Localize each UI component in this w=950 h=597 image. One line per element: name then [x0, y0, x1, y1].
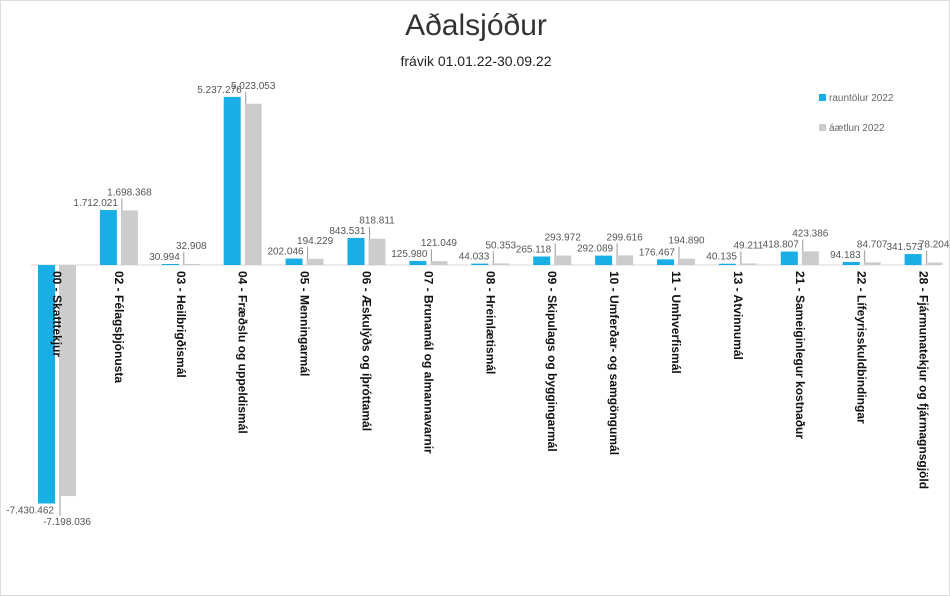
bar-budget [120, 210, 138, 265]
bar-actual [223, 96, 241, 265]
data-label: 341.573 [886, 242, 923, 253]
data-label: 50.353 [486, 240, 517, 251]
category-label: 08 - Hreinlætismál [483, 271, 497, 374]
data-label: 202.046 [267, 247, 304, 258]
data-label: 299.616 [607, 232, 644, 243]
bar-budget [739, 263, 757, 265]
data-label: 84.707 [857, 239, 888, 250]
legend-swatch [819, 94, 826, 101]
bar-budget [368, 238, 386, 265]
data-label: 194.229 [297, 236, 334, 247]
bar-budget [492, 263, 510, 265]
data-label: 5.237.276 [197, 85, 242, 96]
bar-actual [533, 256, 551, 265]
category-label: 09 - Skipulags og byggingarmál [545, 271, 559, 452]
category-label: 06 - Æskulýðs og íþróttamál [360, 271, 374, 431]
bar-actual [780, 251, 798, 265]
data-label: 49.211 [733, 240, 763, 251]
category-label: 03 - Heilbrigðismál [174, 271, 188, 378]
data-label: 44.033 [459, 252, 490, 263]
bar-budget [801, 251, 819, 265]
data-label: 1.698.368 [107, 187, 152, 198]
data-label: 94.183 [830, 250, 861, 261]
data-label: 121.049 [421, 238, 458, 249]
bar-budget [925, 262, 943, 265]
bar-actual [99, 210, 117, 265]
data-label: -7.430.462 [6, 506, 54, 517]
data-label: 293.972 [545, 233, 582, 244]
chart-title: Aðalsjóður [405, 9, 547, 42]
data-label: 32.908 [176, 241, 207, 252]
category-label: 00 - Skatttekjur [50, 271, 64, 357]
category-label: 04 - Fræðslu og uppeldismál [236, 271, 250, 434]
chart-subtitle: frávik 01.01.22-30.09.22 [400, 53, 552, 69]
category-label: 07 - Brunamál og almannavarnir [421, 271, 435, 454]
bar-actual [347, 237, 365, 265]
bar-actual [471, 263, 489, 265]
data-label: 1.712.021 [73, 198, 118, 209]
data-label: 5.023.053 [231, 81, 276, 92]
bar-budget [678, 258, 695, 265]
bar-actual [409, 260, 427, 265]
bar-actual [38, 265, 55, 504]
category-label: 13 - Atvinnumál [731, 271, 745, 360]
data-label: -7.198.036 [43, 517, 91, 528]
bar-budget [306, 258, 324, 265]
data-label: 194.890 [668, 236, 705, 247]
legend-swatch [819, 124, 826, 131]
data-label: 30.994 [149, 252, 180, 263]
data-label: 40.135 [706, 252, 737, 263]
bar-actual [285, 258, 303, 265]
legend-label: áætlun 2022 [829, 123, 885, 134]
bar-actual [904, 254, 922, 265]
bar-budget [554, 255, 572, 265]
category-label: 22 - Lífeyrisskuldbindingar [855, 271, 869, 424]
bar-budget [59, 265, 76, 497]
data-label: 125.980 [391, 249, 428, 260]
data-label: 843.531 [329, 226, 366, 237]
category-label: 21 - Sameiginlegur kostnaður [793, 271, 807, 439]
legend-label: rauntölur 2022 [829, 93, 894, 104]
bar-budget [244, 103, 262, 265]
bar-budget [863, 262, 881, 265]
bar-budget [616, 255, 634, 265]
category-label: 05 - Menningarmál [298, 271, 312, 376]
category-label: 02 - Félagsþjónusta [112, 271, 126, 383]
bar-actual [595, 255, 613, 265]
data-label: 423.386 [792, 228, 829, 239]
category-label: 10 - Umferðar- og samgöngumál [607, 271, 621, 455]
data-label: 418.807 [763, 240, 800, 251]
bar-actual [718, 263, 736, 265]
bar-budget [182, 263, 200, 265]
category-label: 28 - Fjármunatekjur og fjármagnsgjöld [917, 271, 931, 489]
data-label: 818.811 [359, 216, 395, 227]
category-label: 11 - Umhverfismál [669, 271, 683, 374]
data-label: 78.204 [919, 239, 950, 250]
bar-actual [657, 259, 674, 265]
data-label: 292.089 [577, 244, 614, 255]
bar-budget [430, 261, 448, 265]
bar-actual [842, 261, 860, 265]
bar-actual [161, 264, 179, 266]
data-label: 265.118 [516, 244, 552, 255]
data-label: 176.467 [639, 247, 676, 258]
